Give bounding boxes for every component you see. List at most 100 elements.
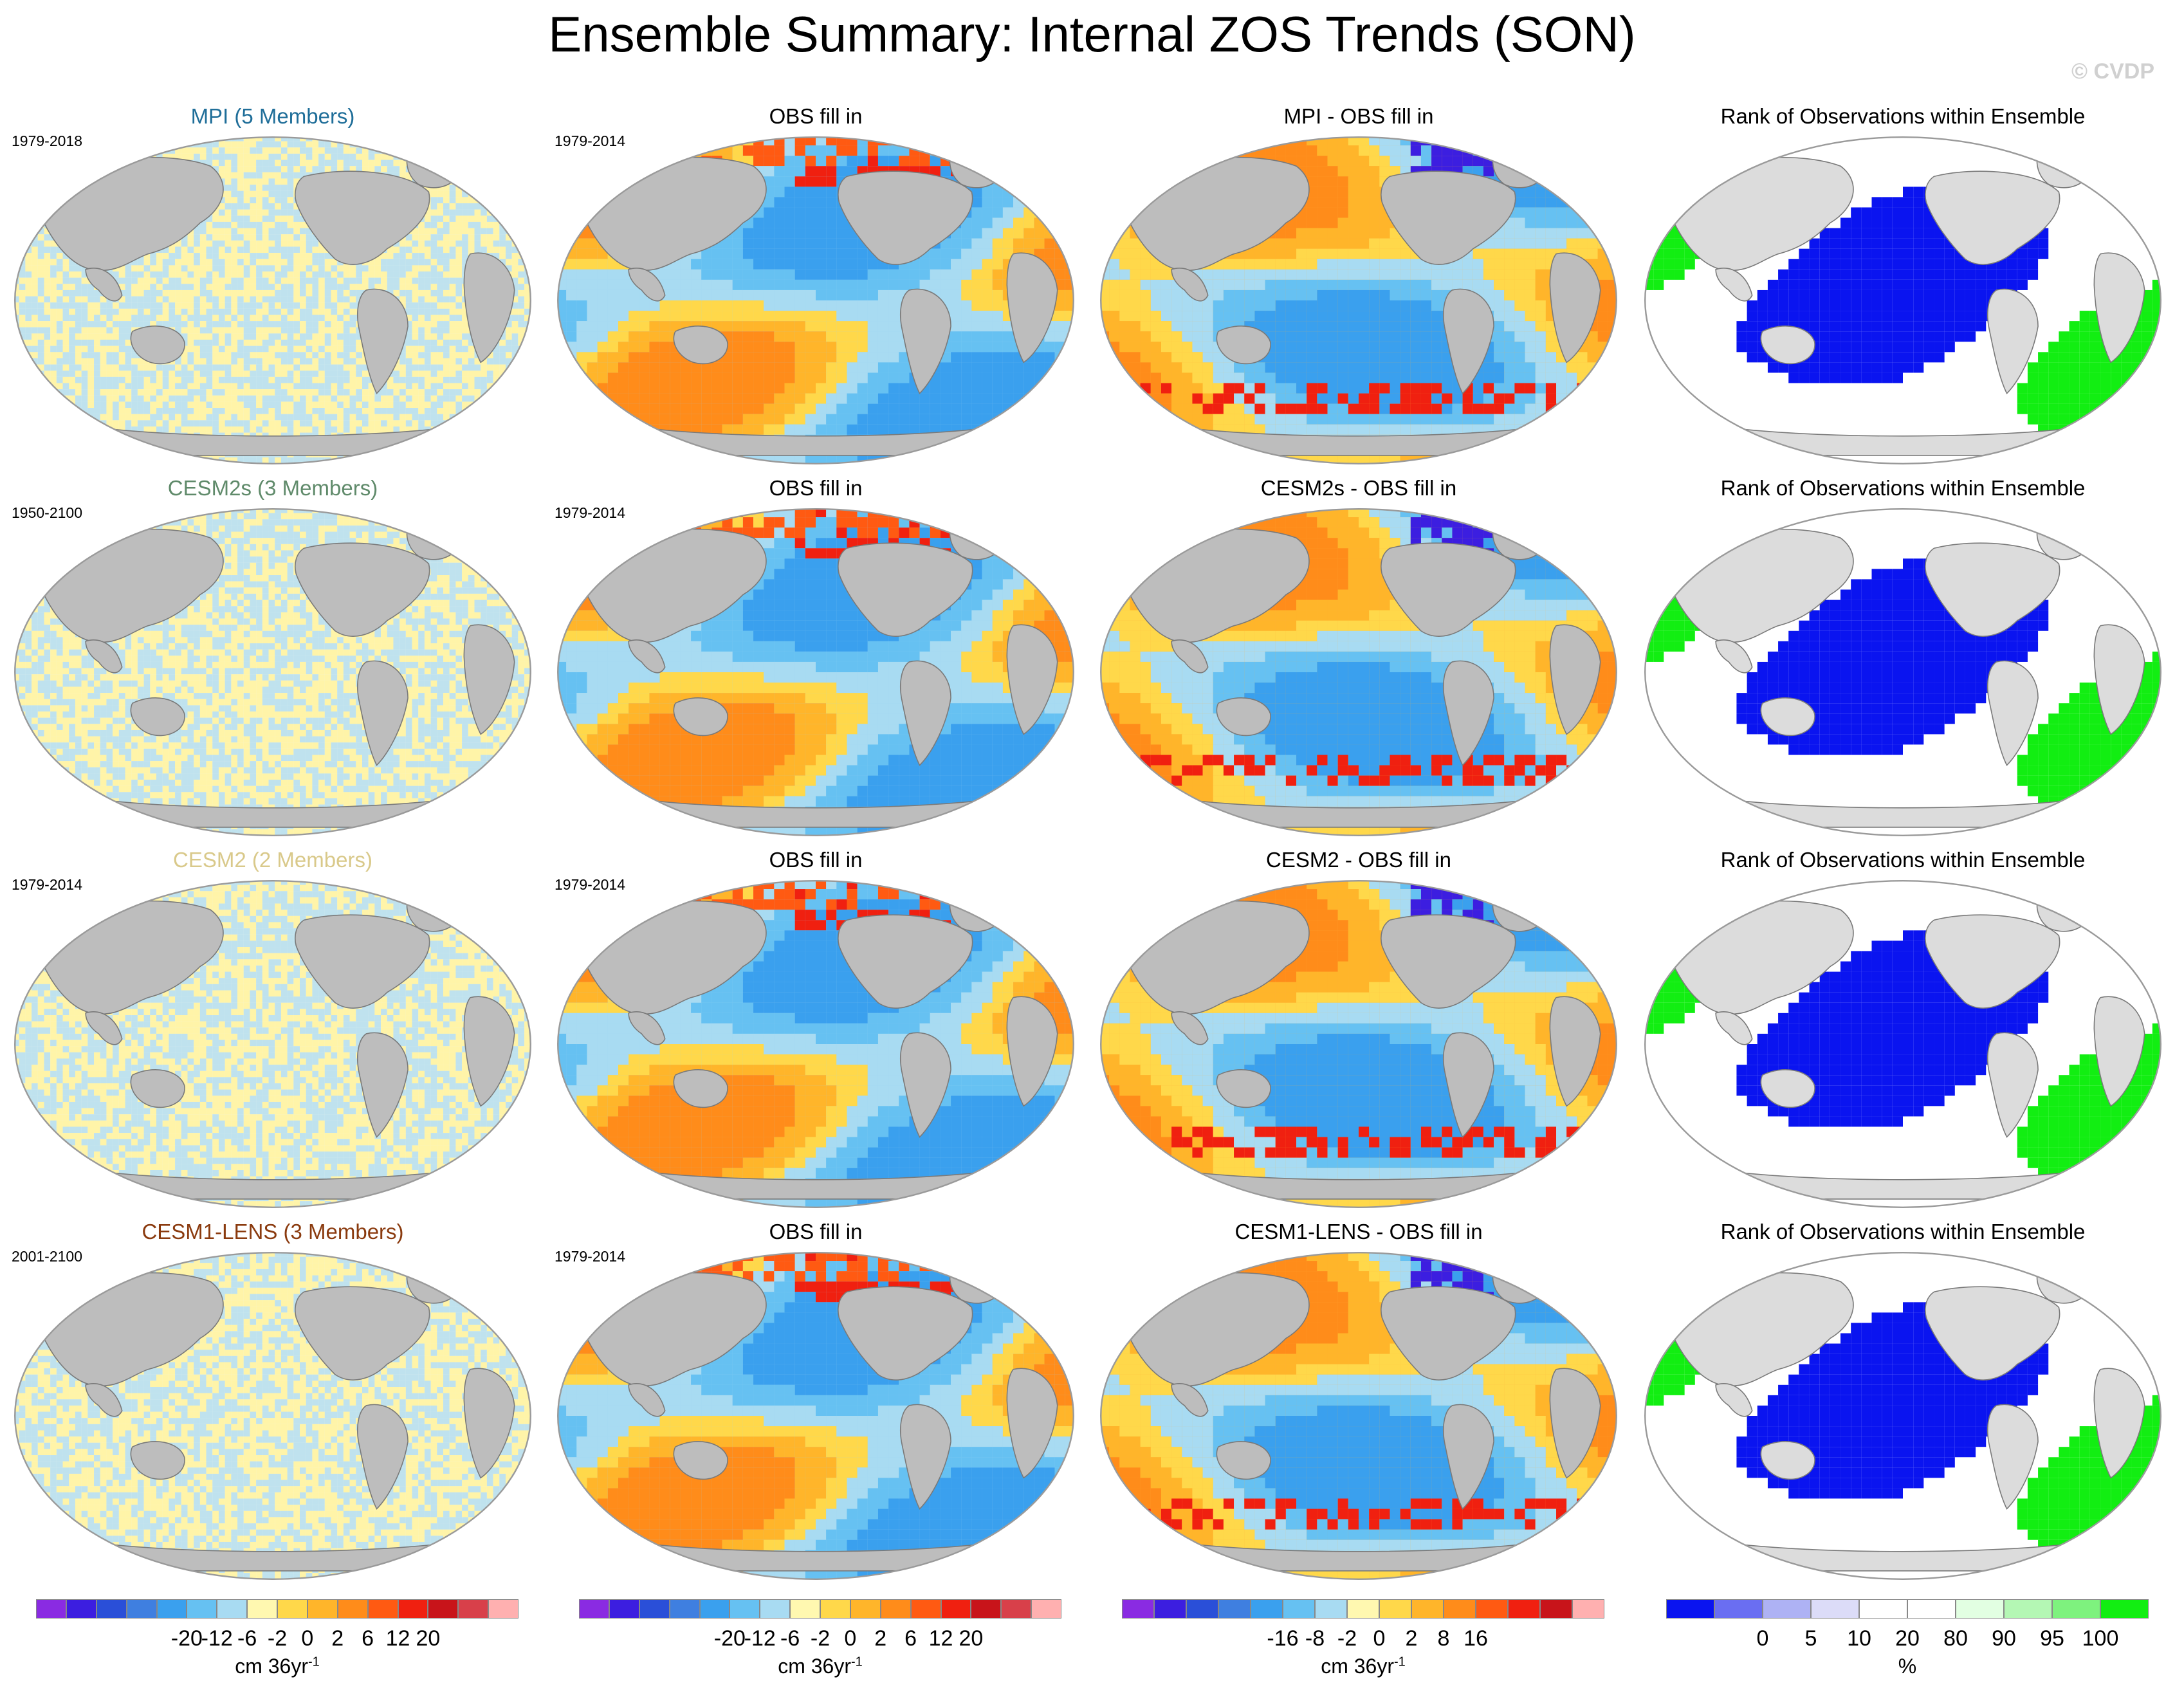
panel-title: Rank of Observations within Ensemble: [1639, 849, 2167, 870]
panel-title: CESM2 - OBS fill in: [1095, 849, 1622, 870]
colorbar-swatch: [1186, 1599, 1218, 1619]
colorbar-swatch: [941, 1599, 971, 1619]
map-heatmap: [1099, 135, 1619, 466]
colorbar-swatch: [36, 1599, 66, 1619]
map-heatmap: [1643, 879, 2163, 1209]
panel-period: 1979-2014: [555, 876, 625, 894]
colorbar-tick-label: -2: [268, 1626, 287, 1651]
copyright-label: © CVDP: [2071, 59, 2154, 84]
colorbar-tick-label: 6: [904, 1626, 917, 1651]
obs-trend-map-panel: OBS fill in 1979-2014: [552, 849, 1079, 1209]
obs-trend-map-panel: OBS fill in 1979-2014: [552, 477, 1079, 838]
map-heatmap: [556, 507, 1076, 838]
panel-period: 2001-2100: [12, 1248, 82, 1265]
colorbar-unit-label: cm 36yr-1: [1321, 1655, 1406, 1678]
difference-map-panel: CESM2s - OBS fill in: [1095, 477, 1622, 838]
colorbar-swatch: [910, 1599, 941, 1619]
colorbar-tick-label: 95: [2040, 1626, 2064, 1651]
panel-period: 1979-2014: [555, 1248, 625, 1265]
colorbar-swatch: [1907, 1599, 1956, 1619]
panel-title: Rank of Observations within Ensemble: [1639, 477, 2167, 499]
colorbar-swatch: [1508, 1599, 1540, 1619]
panel-title: Rank of Observations within Ensemble: [1639, 1221, 2167, 1242]
colorbar-swatch: [639, 1599, 670, 1619]
colorbar-swatch: [187, 1599, 217, 1619]
colorbar-tick-label: 20: [959, 1626, 983, 1651]
colorbar-swatch: [217, 1599, 248, 1619]
colorbar-tick-label: 20: [416, 1626, 440, 1651]
colorbar-tick-label: -8: [1305, 1626, 1325, 1651]
panel-title: CESM2 (2 Members): [9, 849, 537, 870]
colorbar-swatch: [277, 1599, 307, 1619]
colorbar-swatch: [2052, 1599, 2100, 1619]
map-heatmap: [1643, 135, 2163, 466]
colorbar-swatch: [820, 1599, 850, 1619]
colorbar-unit-label: cm 36yr-1: [778, 1655, 863, 1678]
ensemble-trend-map-panel: CESM2 (2 Members) 1979-2014: [9, 849, 537, 1209]
colorbar-swatch: [428, 1599, 459, 1619]
panel-period: 1979-2014: [555, 504, 625, 522]
colorbar-swatch: [1154, 1599, 1186, 1619]
colorbar-tick-label: 5: [1805, 1626, 1817, 1651]
colorbar-swatch: [579, 1599, 609, 1619]
panel-title: CESM2s (3 Members): [9, 477, 537, 499]
colorbar-tick-label: -20: [171, 1626, 203, 1651]
colorbar-swatch: [669, 1599, 700, 1619]
colorbar-tick-label: -20: [714, 1626, 746, 1651]
colorbar-tick-label: 0: [301, 1626, 313, 1651]
colorbar-swatch: [337, 1599, 368, 1619]
colorbar-swatch: [790, 1599, 820, 1619]
colorbar-swatch: [1315, 1599, 1347, 1619]
colorbar-swatch: [2004, 1599, 2052, 1619]
rank-map-panel: Rank of Observations within Ensemble: [1639, 477, 2167, 838]
colorbar-swatch: [1811, 1599, 1859, 1619]
colorbar-swatch: [66, 1599, 96, 1619]
colorbar-swatch: [96, 1599, 127, 1619]
colorbar-tick-label: 100: [2082, 1626, 2119, 1651]
difference-map-panel: CESM2 - OBS fill in: [1095, 849, 1622, 1209]
rank-map-panel: Rank of Observations within Ensemble: [1639, 849, 2167, 1209]
colorbar-tick-label: 0: [1373, 1626, 1386, 1651]
obs-trend-map-panel: OBS fill in 1979-2014: [552, 1221, 1079, 1581]
colorbar-tick-label: 2: [874, 1626, 886, 1651]
colorbar-swatch: [1476, 1599, 1508, 1619]
difference-map-panel: CESM1-LENS - OBS fill in: [1095, 1221, 1622, 1581]
colorbar-swatch: [307, 1599, 338, 1619]
colorbar-swatch: [1218, 1599, 1251, 1619]
panel-title: MPI (5 Members): [9, 105, 537, 127]
colorbar-tick-label: -12: [744, 1626, 776, 1651]
colorbar-tick-label: 2: [331, 1626, 344, 1651]
panel-title: CESM1-LENS (3 Members): [9, 1221, 537, 1242]
obs-trend-map-panel: OBS fill in 1979-2014: [552, 105, 1079, 466]
panel-period: 1979-2014: [12, 876, 82, 894]
map-heatmap: [1099, 507, 1619, 838]
colorbar-swatch: [1540, 1599, 1572, 1619]
colorbar-tick-label: 90: [1992, 1626, 2016, 1651]
colorbar-swatch: [247, 1599, 277, 1619]
map-heatmap: [13, 135, 533, 466]
panel-title: OBS fill in: [552, 1221, 1079, 1242]
colorbar-swatch: [1859, 1599, 1907, 1619]
colorbar-swatch: [699, 1599, 730, 1619]
colorbar-swatch: [971, 1599, 1002, 1619]
ensemble-trend-map-panel: CESM1-LENS (3 Members) 2001-2100: [9, 1221, 537, 1581]
colorbar-tick-label: -6: [780, 1626, 800, 1651]
colorbar-tick-label: 16: [1464, 1626, 1488, 1651]
colorbar-tick-label: 80: [1943, 1626, 1968, 1651]
colorbar-swatch: [1379, 1599, 1411, 1619]
colorbar-swatch: [1347, 1599, 1379, 1619]
colorbar-tick-label: -6: [237, 1626, 257, 1651]
colorbar-swatch: [1031, 1599, 1061, 1619]
main-title: Ensemble Summary: Internal ZOS Trends (S…: [0, 9, 2184, 59]
map-heatmap: [1099, 1251, 1619, 1581]
panel-title: Rank of Observations within Ensemble: [1639, 105, 2167, 127]
colorbar-swatch: [1283, 1599, 1315, 1619]
colorbar-unit-label: %: [1898, 1655, 1916, 1678]
map-heatmap: [1099, 879, 1619, 1209]
colorbar-swatch: [880, 1599, 911, 1619]
map-heatmap: [556, 879, 1076, 1209]
panel-title: CESM2s - OBS fill in: [1095, 477, 1622, 499]
colorbar-swatch: [1251, 1599, 1283, 1619]
colorbar-swatch: [2100, 1599, 2149, 1619]
colorbar-swatch: [398, 1599, 428, 1619]
